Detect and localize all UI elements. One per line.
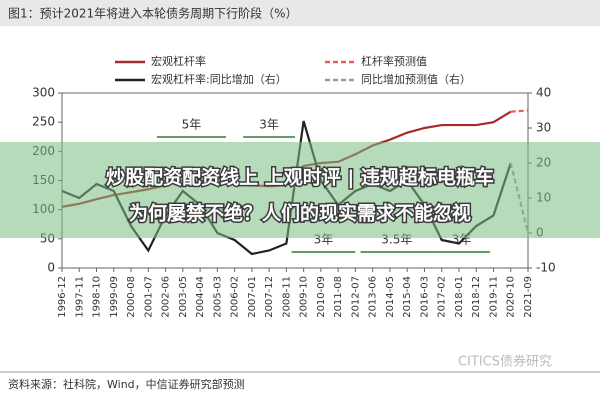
x-tick-label: 2015-04 [402, 276, 413, 318]
x-tick-label: 2011-08 [333, 276, 344, 318]
x-tick-label: 2005-03 [212, 276, 223, 318]
x-tick-label: 1999-09 [109, 276, 120, 318]
legend-label: 同比增加预测值（右） [361, 72, 471, 86]
x-tick-label: 2013-06 [368, 276, 379, 318]
source: 资料来源：社科院，Wind，中信证券研究部预测 [8, 377, 245, 391]
x-tick-label: 1997-11 [74, 276, 85, 318]
overlay-text: 为何屡禁不绝？人们的现实需求不能忽视 [129, 202, 471, 225]
x-tick-label: 2020-10 [506, 276, 517, 318]
x-tick-label: 2016-03 [419, 276, 430, 318]
x-tick-label: 2009-10 [299, 276, 310, 318]
x-tick-label: 2010-09 [316, 276, 327, 318]
x-tick-label: 2006-02 [230, 276, 241, 318]
x-tick-label: 2007-12 [264, 276, 275, 318]
legend-label: 宏观杠杆率 [151, 54, 206, 68]
y2-tick-label: 30 [536, 121, 551, 135]
x-tick-label: 2008-11 [281, 276, 292, 318]
chart-title: 图1：预计2021年将进入本轮债务周期下行阶段（%） [8, 6, 298, 21]
x-tick-label: 2018-01 [454, 276, 465, 318]
y2-tick-label: -10 [536, 261, 556, 275]
x-tick-label: 2002-06 [161, 276, 172, 318]
y-tick-label: 300 [32, 86, 55, 100]
x-tick-label: 2000-08 [126, 276, 137, 318]
x-tick-label: 2018-12 [471, 276, 482, 318]
x-tick-label: 2019-11 [488, 276, 499, 318]
annotation: 3年 [259, 118, 279, 132]
y2-tick-label: 40 [536, 86, 551, 100]
y-tick-label: 250 [32, 115, 55, 129]
series-line [510, 109, 529, 113]
x-tick-label: 1998-10 [92, 276, 103, 318]
x-tick-label: 2012-07 [350, 276, 361, 318]
x-tick-label: 2017-02 [437, 276, 448, 318]
x-tick-label: 2003-05 [178, 276, 189, 318]
title-bar [0, 0, 600, 26]
x-tick-label: 2014-05 [385, 276, 396, 318]
x-tick-label: 1996-12 [57, 276, 68, 318]
legend-label: 宏观杠杆率:同比增加（右） [151, 72, 287, 86]
overlay-band [0, 142, 600, 238]
x-tick-label: 2004-04 [195, 276, 206, 318]
overlay-text: 炒股配资配资线上 上观时评 | 违规超标电瓶车 [106, 166, 494, 189]
legend-label: 杠杆率预测值 [361, 54, 427, 68]
x-tick-label: 2001-07 [143, 276, 154, 318]
x-tick-label: 2007-01 [247, 276, 258, 318]
y-tick-label: 0 [47, 261, 55, 275]
x-tick-label: 2021-09 [523, 276, 534, 318]
annotation: 5年 [182, 118, 202, 132]
watermark: CITICS债券研究 [458, 354, 552, 370]
